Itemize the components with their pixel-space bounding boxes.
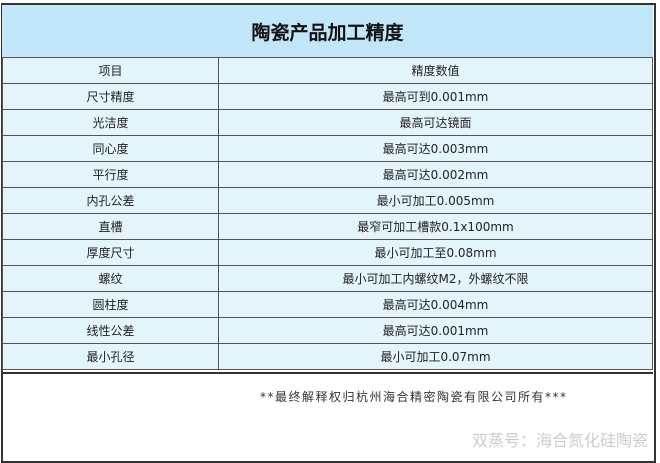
value-cell: 最小可加工内螺纹M2，外螺纹不限 xyxy=(218,265,653,292)
footer-note: **最终解释权归杭州海合精密陶瓷有限公司所有*** xyxy=(260,390,568,404)
item-cell: 厚度尺寸 xyxy=(2,239,219,266)
item-cell: 同心度 xyxy=(2,135,219,162)
table-header-row: 项目 精度数值 xyxy=(2,57,653,84)
value-cell: 最窄可加工槽款0.1x100mm xyxy=(218,213,653,240)
table-title: 陶瓷产品加工精度 xyxy=(2,5,653,58)
table-row: 光洁度 最高可达镜面 xyxy=(2,109,653,136)
item-cell: 平行度 xyxy=(2,161,219,188)
value-cell: 最高可达0.004mm xyxy=(218,291,653,318)
value-cell: 最高可达0.002mm xyxy=(218,161,653,188)
item-cell: 直槽 xyxy=(2,213,219,240)
table-row: 尺寸精度 最高可到0.001mm xyxy=(2,83,653,110)
column-header: 精度数值 xyxy=(218,57,653,84)
item-cell: 螺纹 xyxy=(2,265,219,292)
table-row: 最小孔径 最小可加工0.07mm xyxy=(2,343,653,370)
table-row: 圆柱度 最高可达0.004mm xyxy=(2,291,653,318)
watermark: 双蒸号：海合氮化硅陶瓷 xyxy=(471,431,648,450)
table-row: 线性公差 最高可达0.001mm xyxy=(2,317,653,344)
item-cell: 光洁度 xyxy=(2,109,219,136)
table-row: 厚度尺寸 最小可加工至0.08mm xyxy=(2,239,653,266)
column-header: 项目 xyxy=(2,57,219,84)
item-cell: 尺寸精度 xyxy=(2,83,219,110)
table-row: 内孔公差 最小可加工0.005mm xyxy=(2,187,653,214)
item-cell: 内孔公差 xyxy=(2,187,219,214)
divider xyxy=(2,372,653,374)
value-cell: 最小可加工至0.08mm xyxy=(218,239,653,266)
item-cell: 圆柱度 xyxy=(2,291,219,318)
table-row: 直槽 最窄可加工槽款0.1x100mm xyxy=(2,213,653,240)
table-row: 同心度 最高可达0.003mm xyxy=(2,135,653,162)
value-cell: 最小可加工0.07mm xyxy=(218,343,653,370)
table-row: 螺纹 最小可加工内螺纹M2，外螺纹不限 xyxy=(2,265,653,292)
value-cell: 最高可达0.001mm xyxy=(218,317,653,344)
value-cell: 最高可达0.003mm xyxy=(218,135,653,162)
value-cell: 最小可加工0.005mm xyxy=(218,187,653,214)
item-cell: 最小孔径 xyxy=(2,343,219,370)
value-cell: 最高可达镜面 xyxy=(218,109,653,136)
item-cell: 线性公差 xyxy=(2,317,219,344)
table-row: 平行度 最高可达0.002mm xyxy=(2,161,653,188)
precision-table: 项目 精度数值 尺寸精度 最高可到0.001mm 光洁度 最高可达镜面 同心度 最高可达0… xyxy=(2,57,653,370)
value-cell: 最高可到0.001mm xyxy=(218,83,653,110)
